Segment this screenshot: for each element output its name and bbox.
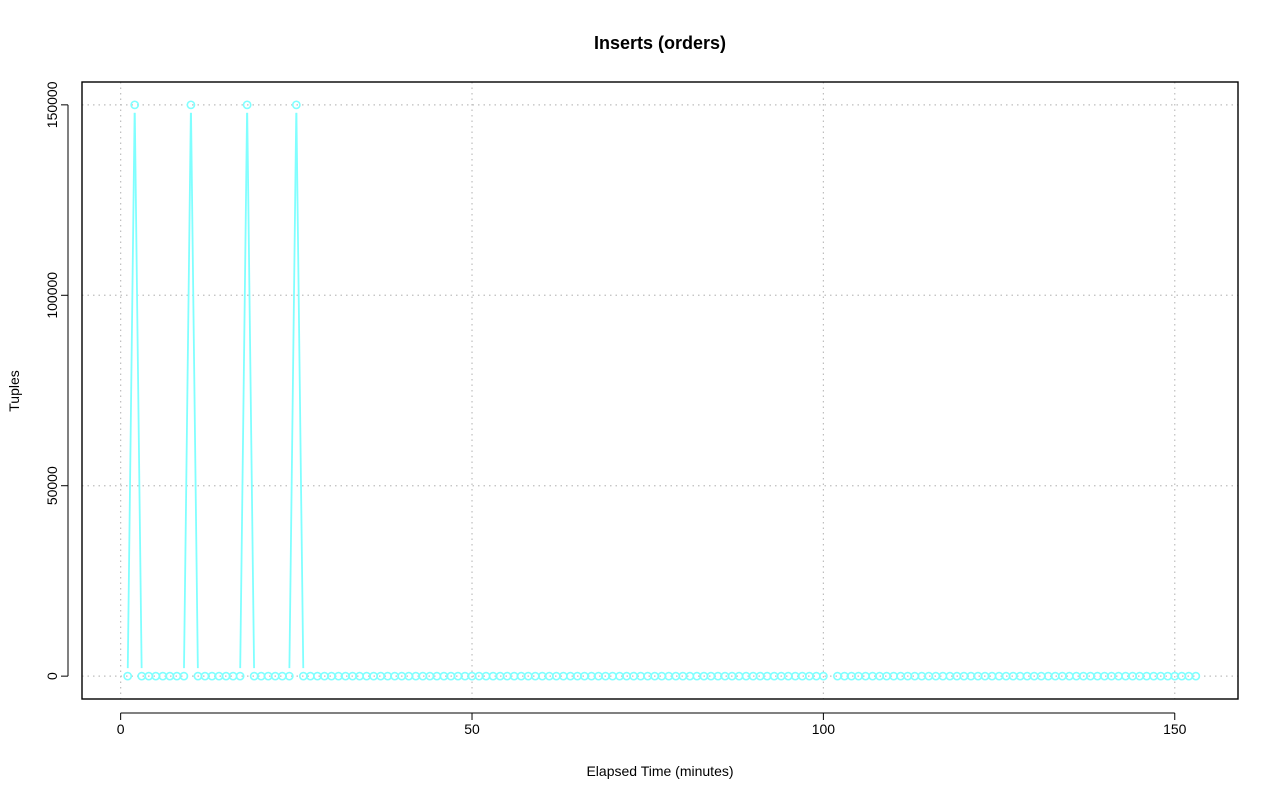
x-tick-label-2: 100 [812,721,836,737]
data-point [516,671,526,681]
x-axis: 0 50 100 150 [117,712,1187,737]
data-point [1008,671,1018,681]
data-point [1191,671,1201,681]
data-point [580,671,589,681]
chart-title: Inserts (orders) [594,33,726,53]
data-point [544,671,554,681]
data-point [277,671,287,681]
data-point [242,100,252,110]
data-point [376,671,386,681]
data-point [629,671,639,681]
data-point [973,671,983,681]
data-point [671,671,681,681]
series-segment [183,112,192,669]
data-point [896,671,906,681]
y-tick-label-0: 0 [44,672,60,680]
y-tick-label-2: 100000 [44,272,60,319]
series-segment [239,112,248,669]
data-point [1149,671,1159,681]
data-point [284,671,294,681]
data-point [200,671,210,681]
data-point [1086,671,1095,681]
data-point [657,671,667,681]
data-point [123,671,133,681]
y-axis-label: Tuples [6,370,22,412]
data-point [959,671,969,681]
data-point [818,671,828,681]
data-point [797,671,807,681]
data-point [390,671,400,681]
data-point [706,671,716,681]
data-point [1135,671,1145,681]
series-segment [295,112,305,669]
data-point [151,671,161,681]
data-point [453,671,463,681]
data-point [291,100,301,110]
data-point [594,671,603,681]
data-point [1100,671,1109,681]
data-point [833,671,842,681]
data-point [263,671,273,681]
y-tick-label-1: 50000 [44,466,60,505]
x-tick-label-1: 50 [464,721,480,737]
x-tick-label-0: 0 [117,721,125,737]
data-point [783,671,793,681]
data-point [910,671,920,681]
data-point [327,671,336,681]
data-point [179,671,189,681]
data-point [137,671,147,681]
data-point [1036,671,1046,681]
data-point [755,671,765,681]
y-tick-label-3: 150000 [44,81,60,128]
data-point [165,671,175,681]
data-point [530,671,540,681]
data-point [502,671,512,681]
data-point [418,671,428,681]
markers-inserts [123,100,1201,681]
data-point [924,671,934,681]
data-point [769,671,779,681]
data-point [1177,671,1187,681]
data-point [1163,671,1173,681]
x-axis-label: Elapsed Time (minutes) [586,763,733,779]
data-point [186,100,196,110]
data-point [130,100,140,110]
data-point [341,671,350,681]
data-point [720,671,730,681]
y-axis: 0 50000 100000 150000 [44,81,69,680]
data-point [404,671,414,681]
data-point [235,671,245,681]
data-point [643,671,653,681]
series-segment [190,112,199,669]
series-segment [126,112,136,669]
series-segment [288,112,298,669]
data-point [847,671,856,681]
series-segment [246,112,255,669]
data-point [1050,671,1060,681]
data-point [214,671,224,681]
data-point [249,671,259,681]
grid [82,82,1238,699]
series-segment [133,112,143,669]
data-point [882,671,892,681]
data-point [1022,671,1032,681]
plot-area-border [81,81,1239,700]
x-tick-label-3: 150 [1163,721,1187,737]
series-inserts [126,112,305,669]
